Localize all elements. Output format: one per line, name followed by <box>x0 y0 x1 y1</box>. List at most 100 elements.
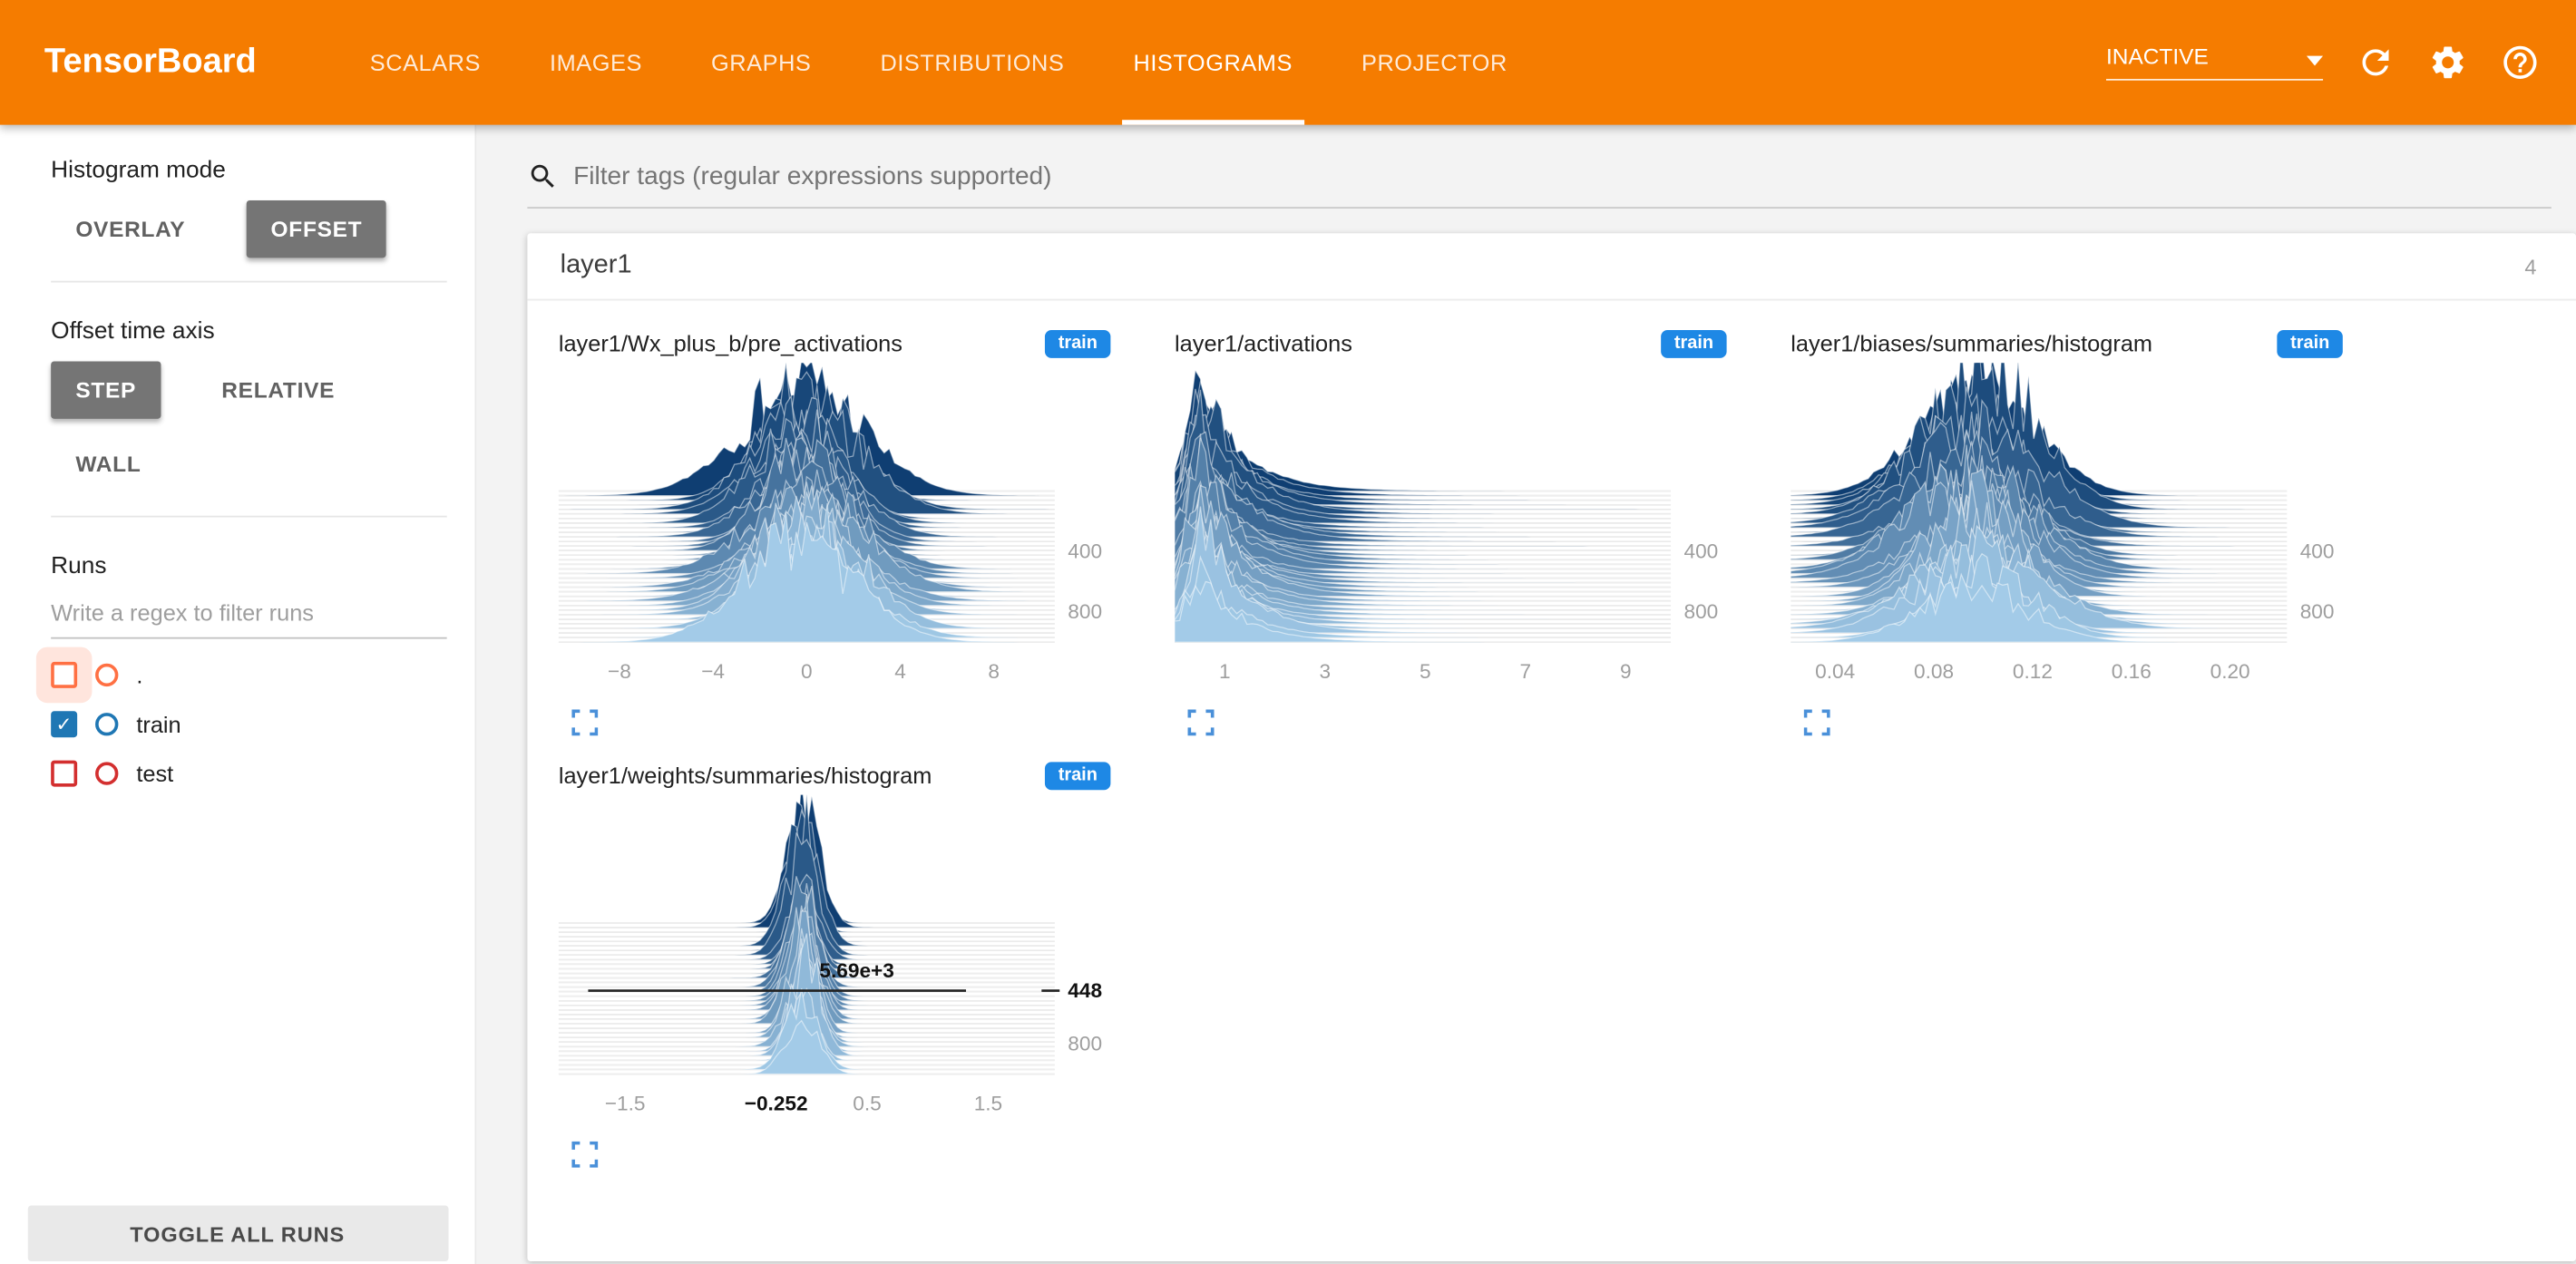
histogram-mode-label: Histogram mode <box>51 157 226 184</box>
time-axis-step-button[interactable]: STEP <box>51 361 161 419</box>
svg-text:−4: −4 <box>701 660 725 683</box>
run-row: ✓ train <box>51 711 447 738</box>
svg-text:800: 800 <box>1068 600 1102 623</box>
run-checkbox[interactable] <box>51 760 78 787</box>
svg-text:−8: −8 <box>608 660 631 683</box>
run-label: train <box>136 711 181 738</box>
histogram-mode-section: Histogram mode OVERLAY OFFSET <box>0 125 474 283</box>
svg-text:800: 800 <box>1684 600 1719 623</box>
tab-histograms[interactable]: HISTOGRAMS <box>1098 0 1327 125</box>
runs-list: . ✓ train test <box>51 661 447 787</box>
svg-text:800: 800 <box>2300 600 2335 623</box>
svg-text:0.12: 0.12 <box>2013 660 2053 683</box>
svg-text:0.04: 0.04 <box>1815 660 1855 683</box>
settings-icon[interactable] <box>2428 43 2467 82</box>
svg-text:−1.5: −1.5 <box>605 1092 646 1114</box>
status-dropdown[interactable]: INACTIVE <box>2105 44 2324 81</box>
status-dropdown-value: INACTIVE <box>2105 44 2209 70</box>
tab-projector[interactable]: PROJECTOR <box>1361 49 1508 76</box>
histogram-chart: 1 3 5 7 9 400 800 <box>1175 368 1719 683</box>
histogram-mode-options: OVERLAY OFFSET <box>51 199 438 258</box>
search-icon <box>531 164 554 188</box>
svg-text:400: 400 <box>1684 540 1719 562</box>
tab-graphs[interactable]: GRAPHS <box>711 49 812 76</box>
histogram-chart: −8 −4 0 4 8 400 800 <box>558 363 1102 683</box>
chart-title: layer1/Wx_plus_b/pre_activations <box>558 330 903 357</box>
tag-group-card: layer1 4 layer1/Wx_plus_b/pre_activation… <box>527 233 2576 1262</box>
svg-text:800: 800 <box>1068 1032 1102 1055</box>
runs-filter-input[interactable] <box>51 586 447 639</box>
toggle-all-runs-button[interactable]: TOGGLE ALL RUNS <box>26 1205 448 1262</box>
time-axis-wall-button[interactable]: WALL <box>51 435 166 492</box>
divider <box>51 515 447 518</box>
svg-text:0.08: 0.08 <box>1914 660 1954 683</box>
chart-header: layer1/biases/summaries/histogram train <box>1791 310 2343 363</box>
app-title: TensorBoard <box>44 43 257 81</box>
main-content: layer1 4 layer1/Wx_plus_b/pre_activation… <box>476 124 2576 1264</box>
svg-text:0: 0 <box>801 660 813 683</box>
tag-group-title: layer1 <box>560 251 632 279</box>
run-badge: train <box>1045 762 1111 791</box>
svg-text:400: 400 <box>2300 540 2335 562</box>
offset-time-axis-label: Offset time axis <box>51 318 215 345</box>
chart-header: layer1/activations train <box>1175 310 1727 363</box>
histogram-card: layer1/activations train 1 3 5 7 9 400 800 <box>1175 310 1770 742</box>
run-badge: train <box>1045 330 1111 358</box>
tag-group-header[interactable]: layer1 4 <box>527 233 2576 301</box>
run-badge: train <box>1661 330 1727 358</box>
svg-text:448: 448 <box>1068 979 1102 1002</box>
histogram-card: layer1/weights/summaries/histogram train −… <box>558 743 1154 1174</box>
svg-text:0.20: 0.20 <box>2210 660 2250 683</box>
chart-title: layer1/activations <box>1175 330 1352 357</box>
header-actions: INACTIVE <box>2105 43 2540 82</box>
time-axis-options: STEP RELATIVE WALL <box>51 361 438 492</box>
histogram-card: layer1/biases/summaries/histogram train 0.… <box>1791 310 2386 742</box>
run-checkbox[interactable]: ✓ <box>51 711 78 738</box>
svg-text:5.69e+3: 5.69e+3 <box>819 959 893 982</box>
chart-title: layer1/biases/summaries/histogram <box>1791 330 2153 357</box>
charts-grid: layer1/Wx_plus_b/pre_activations train −8−… <box>527 300 2576 1174</box>
runs-section: Runs . ✓ train test <box>0 520 474 787</box>
expand-icon[interactable] <box>1187 709 1215 736</box>
run-color-radio[interactable] <box>95 713 119 736</box>
run-row: . <box>51 661 447 688</box>
expand-icon[interactable] <box>571 709 599 736</box>
run-color-radio[interactable] <box>95 663 119 687</box>
app-header: TensorBoard SCALARS IMAGES GRAPHS DISTRIBUT… <box>0 0 2576 125</box>
svg-text:3: 3 <box>1319 660 1331 683</box>
run-color-radio[interactable] <box>95 762 119 785</box>
chart-header: layer1/Wx_plus_b/pre_activations train <box>559 310 1111 363</box>
refresh-icon[interactable] <box>2356 43 2395 82</box>
offset-time-axis-section: Offset time axis STEP RELATIVE WALL <box>0 286 474 518</box>
svg-text:7: 7 <box>1519 660 1531 683</box>
chevron-down-icon <box>2306 55 2324 66</box>
run-checkbox[interactable] <box>51 661 78 688</box>
sidebar: Histogram mode OVERLAY OFFSET Offset time… <box>0 124 477 1264</box>
svg-text:−0.252: −0.252 <box>745 1092 808 1114</box>
run-label: . <box>136 661 143 688</box>
svg-text:0.16: 0.16 <box>2112 660 2152 683</box>
tab-scalars[interactable]: SCALARS <box>369 49 481 76</box>
svg-text:0.5: 0.5 <box>853 1092 881 1114</box>
time-axis-relative-button[interactable]: RELATIVE <box>197 361 359 418</box>
tag-group-count: 4 <box>2524 253 2537 279</box>
expand-icon[interactable] <box>1803 709 1830 736</box>
run-row: test <box>51 760 447 787</box>
histogram-mode-offset-button[interactable]: OFFSET <box>246 199 387 258</box>
chart-header: layer1/weights/summaries/histogram train <box>559 743 1111 795</box>
histogram-chart: −1.5 0.5 1.5 −0.252 800 5.69e+3 448 <box>558 794 1102 1114</box>
tag-filter-input[interactable] <box>573 161 2552 192</box>
svg-text:9: 9 <box>1620 660 1632 683</box>
run-badge: train <box>2277 330 2343 358</box>
expand-icon[interactable] <box>571 1141 599 1168</box>
histogram-card: layer1/Wx_plus_b/pre_activations train −8 −… <box>558 310 1154 742</box>
tab-images[interactable]: IMAGES <box>550 49 642 76</box>
svg-text:5: 5 <box>1420 660 1431 683</box>
runs-label: Runs <box>51 553 107 580</box>
histogram-mode-overlay-button[interactable]: OVERLAY <box>51 200 210 258</box>
help-icon[interactable] <box>2501 43 2540 82</box>
tab-distributions[interactable]: DISTRIBUTIONS <box>880 49 1065 76</box>
run-label: test <box>136 760 174 787</box>
tag-filter <box>527 160 2552 209</box>
